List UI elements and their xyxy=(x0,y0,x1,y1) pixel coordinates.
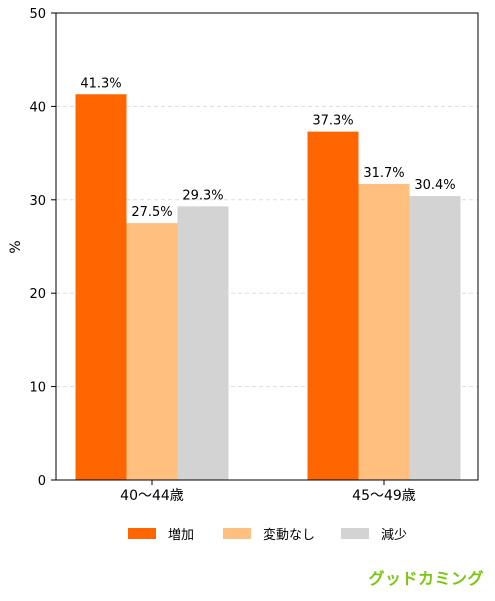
data-label: 30.4% xyxy=(414,178,455,193)
y-axis-label: % xyxy=(8,240,24,253)
legend-swatch xyxy=(128,528,156,539)
legend-swatch xyxy=(341,528,369,539)
bar xyxy=(177,206,229,480)
bar xyxy=(358,183,410,480)
x-tick-label: 45〜49歳 xyxy=(352,488,416,504)
legend-swatch xyxy=(223,528,251,539)
bar xyxy=(307,131,359,481)
y-tick-label: 10 xyxy=(29,381,46,396)
y-tick-label: 30 xyxy=(29,194,46,209)
legend: 増加 変動なし 減少 xyxy=(128,527,407,543)
bar xyxy=(75,94,127,481)
bars xyxy=(75,94,461,481)
x-tick-label: 40〜44歳 xyxy=(120,488,184,504)
data-label: 27.5% xyxy=(131,205,172,220)
y-tick-label: 40 xyxy=(29,100,46,115)
bar xyxy=(409,196,461,480)
legend-label: 変動なし xyxy=(263,527,315,543)
y-tick-label: 0 xyxy=(38,474,46,489)
y-tick-label: 20 xyxy=(29,287,46,302)
data-labels: 41.3% 27.5% 29.3% 37.3% 31.7% 30.4% xyxy=(80,76,455,220)
data-label: 29.3% xyxy=(182,188,223,203)
bar xyxy=(126,223,178,480)
data-label: 31.7% xyxy=(363,166,404,181)
brand-logo: グッドカミング xyxy=(368,569,484,588)
axes: 0 10 20 30 40 50 40〜44歳 45〜49歳% xyxy=(8,7,479,504)
legend-label: 増加 xyxy=(168,528,194,543)
y-tick-label: 50 xyxy=(29,7,46,22)
data-label: 41.3% xyxy=(80,76,121,91)
legend-label: 減少 xyxy=(381,527,407,543)
plot-frame xyxy=(55,12,479,481)
data-label: 37.3% xyxy=(312,114,353,129)
